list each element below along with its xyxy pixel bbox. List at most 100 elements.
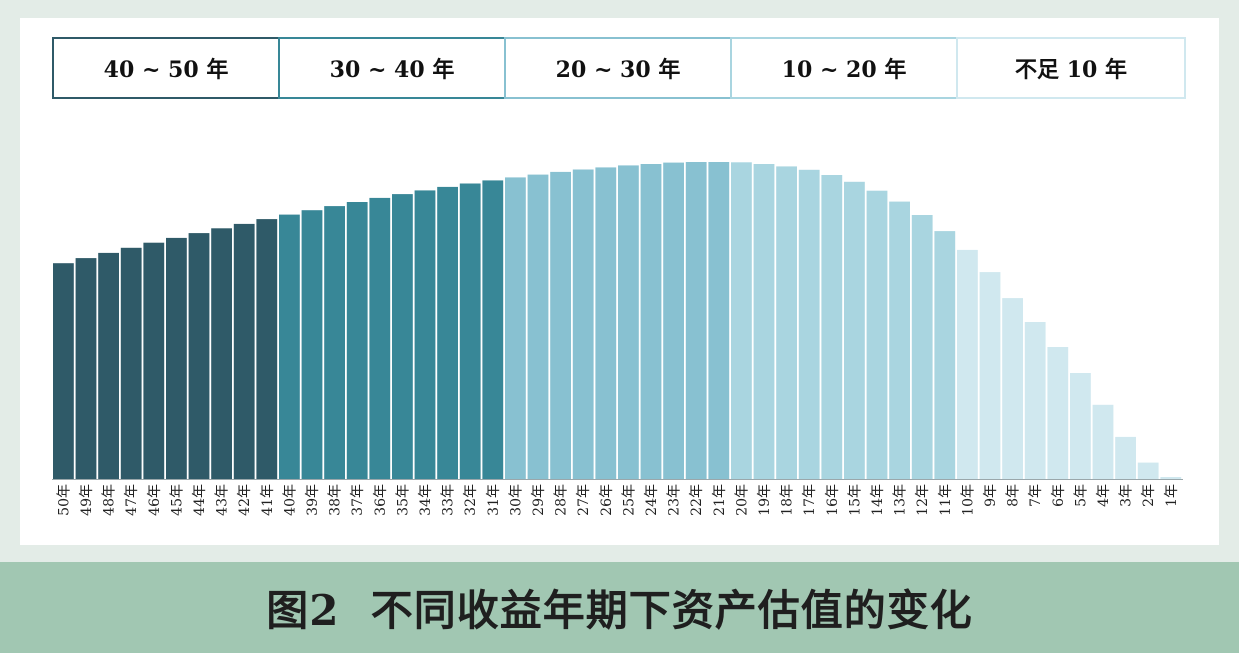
- bar-27年: [572, 169, 594, 479]
- tick-label-18年: 18年: [780, 484, 796, 516]
- tick-label-22年: 22年: [689, 484, 705, 516]
- tick-label-4年: 4年: [1096, 484, 1112, 507]
- bar-41年: [256, 219, 278, 479]
- bar-20年: [731, 162, 752, 480]
- bar-11年: [934, 231, 956, 479]
- bar-22年: [685, 162, 707, 479]
- tick-label-50年: 50年: [56, 484, 72, 516]
- tick-label-27年: 27年: [576, 484, 592, 516]
- bar-5年: [1070, 373, 1091, 479]
- bar-15年: [844, 181, 865, 480]
- tick-label-20年: 20年: [734, 484, 750, 516]
- bar-4年: [1092, 404, 1114, 479]
- tick-label-19年: 19年: [757, 484, 773, 516]
- bar-49年: [75, 258, 97, 479]
- tick-label-5年: 5年: [1073, 484, 1089, 507]
- bar-16年: [821, 175, 843, 479]
- tick-label-9年: 9年: [983, 484, 999, 507]
- tick-label-1年: 1年: [1164, 484, 1180, 507]
- bar-2年: [1137, 462, 1159, 479]
- tick-label-25年: 25年: [621, 484, 637, 516]
- tick-label-6年: 6年: [1051, 484, 1067, 507]
- bar-36年: [369, 197, 391, 479]
- legend-band-20-30: 20 ~ 30 年: [504, 37, 732, 99]
- tick-label-48年: 48年: [102, 484, 118, 516]
- bar-45年: [166, 237, 187, 479]
- bar-30年: [505, 177, 526, 479]
- bar-44年: [188, 233, 210, 479]
- bar-6年: [1047, 347, 1069, 479]
- tick-label-44年: 44年: [192, 484, 208, 516]
- tick-label-45年: 45年: [169, 484, 185, 516]
- tick-label-41年: 41年: [260, 484, 276, 516]
- bar-14年: [866, 190, 888, 479]
- bar-24年: [640, 164, 662, 479]
- tick-label-14年: 14年: [870, 484, 886, 516]
- bar-18年: [776, 166, 797, 479]
- bar-29年: [527, 174, 549, 479]
- tick-label-11年: 11年: [938, 484, 954, 516]
- tick-label-37年: 37年: [350, 484, 366, 516]
- bar-9年: [979, 272, 1001, 479]
- bar-33年: [437, 186, 458, 479]
- tick-label-30年: 30年: [508, 484, 524, 516]
- bar-47年: [120, 247, 142, 479]
- tick-label-34年: 34年: [418, 484, 434, 516]
- tick-label-3年: 3年: [1119, 484, 1135, 507]
- bar-25年: [618, 165, 639, 479]
- tick-label-28年: 28年: [554, 484, 570, 516]
- tick-label-7年: 7年: [1028, 484, 1044, 507]
- tick-label-24年: 24年: [644, 484, 660, 516]
- bar-43年: [211, 228, 232, 479]
- legend-band-40-50: 40 ~ 50 年: [52, 37, 280, 99]
- tick-label-33年: 33年: [441, 484, 457, 516]
- tick-label-2年: 2年: [1141, 484, 1157, 507]
- bar-3年: [1115, 436, 1136, 479]
- tick-label-43年: 43年: [215, 484, 231, 516]
- bar-8年: [1002, 298, 1023, 479]
- bar-26年: [595, 167, 617, 479]
- caption-bar: 图2 不同收益年期下资产估值的变化: [0, 562, 1239, 653]
- bar-13年: [889, 201, 910, 479]
- bar-7年: [1024, 322, 1046, 479]
- bar-1年: [1160, 477, 1182, 479]
- tick-label-23年: 23年: [667, 484, 683, 516]
- tick-label-12年: 12年: [915, 484, 931, 516]
- tick-label-32年: 32年: [463, 484, 479, 516]
- bar-31年: [482, 180, 504, 479]
- bar-40年: [279, 214, 300, 479]
- figure-caption: 图2 不同收益年期下资产估值的变化: [266, 586, 973, 635]
- bar-46年: [143, 242, 165, 479]
- tick-label-8年: 8年: [1006, 484, 1022, 507]
- bar-50年: [53, 263, 74, 479]
- tick-label-31年: 31年: [486, 484, 502, 516]
- tick-label-16年: 16年: [825, 484, 841, 516]
- bar-32年: [459, 183, 481, 479]
- tick-label-47年: 47年: [124, 484, 140, 516]
- bar-35年: [392, 194, 413, 479]
- tick-label-13年: 13年: [893, 484, 909, 516]
- bar-48年: [98, 252, 119, 479]
- bar-10年: [957, 249, 978, 479]
- tick-label-15年: 15年: [847, 484, 863, 516]
- tick-label-17年: 17年: [802, 484, 818, 516]
- bar-12年: [911, 215, 933, 479]
- bar-21年: [708, 162, 730, 479]
- tick-label-39年: 39年: [305, 484, 321, 516]
- legend-band-10-20: 10 ~ 20 年: [730, 37, 958, 99]
- bar-39年: [301, 210, 323, 479]
- bar-17年: [798, 169, 820, 480]
- bar-38年: [324, 206, 345, 479]
- tick-label-36年: 36年: [373, 484, 389, 516]
- bar-34年: [414, 190, 436, 479]
- bar-28年: [550, 171, 571, 479]
- bar-42年: [233, 223, 255, 479]
- tick-label-38年: 38年: [328, 484, 344, 516]
- bar-23年: [663, 162, 684, 479]
- tick-label-26年: 26年: [599, 484, 615, 516]
- bar-37年: [346, 202, 368, 479]
- tick-label-35年: 35年: [395, 484, 411, 516]
- tick-label-49年: 49年: [79, 484, 95, 516]
- tick-label-40年: 40年: [282, 484, 298, 516]
- tick-label-46年: 46年: [147, 484, 163, 516]
